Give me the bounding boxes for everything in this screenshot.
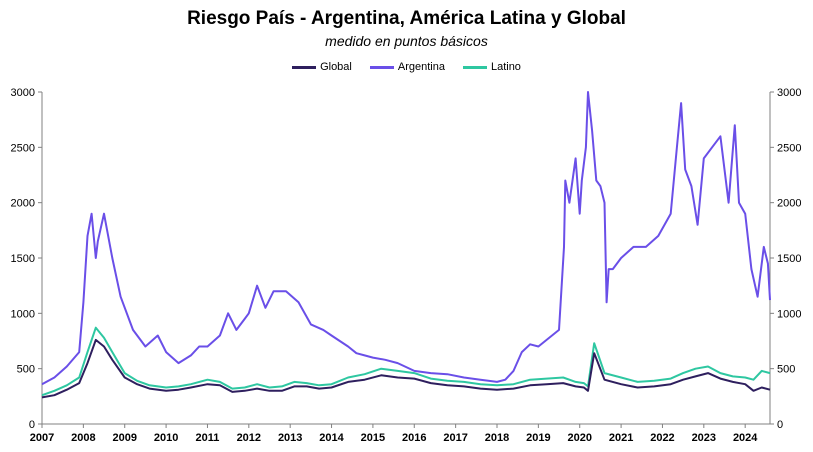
y-tick-label-left: 2000 [11, 198, 35, 210]
x-tick-label: 2017 [443, 432, 467, 444]
x-tick-label: 2014 [319, 432, 344, 444]
chart-subtitle: medido en puntos básicos [325, 33, 488, 49]
y-tick-label-left: 500 [17, 364, 35, 376]
legend-item-latino: Latino [462, 61, 521, 73]
x-tick-label: 2010 [154, 432, 178, 444]
x-tick-label: 2013 [278, 432, 302, 444]
x-tick-label: 2020 [567, 432, 591, 444]
y-tick-label-right: 500 [777, 364, 795, 376]
legend-label-latino: Latino [490, 61, 521, 73]
y-tick-label-left: 3000 [11, 87, 35, 99]
y-tick-label-left: 2500 [11, 142, 35, 154]
y-tick-label-right: 3000 [777, 87, 801, 99]
x-tick-label: 2015 [361, 432, 385, 444]
x-tick-label: 2009 [112, 432, 136, 444]
x-tick-label: 2023 [692, 432, 716, 444]
y-tick-label-left: 0 [29, 419, 35, 431]
y-tick-label-right: 0 [777, 419, 783, 431]
x-tick-label: 2018 [485, 432, 509, 444]
x-tick-label: 2008 [71, 432, 95, 444]
legend-item-argentina: Argentina [369, 61, 445, 73]
x-tick-label: 2022 [650, 432, 674, 444]
legend-swatch-latino [462, 65, 487, 69]
x-tick-label: 2007 [30, 432, 54, 444]
legend-item-global: Global [292, 61, 352, 73]
series-line-latino [41, 326, 771, 397]
chart-title: Riesgo País - Argentina, América Latina … [187, 8, 626, 29]
x-tick-label: 2024 [733, 432, 758, 444]
x-tick-label: 2019 [526, 432, 550, 444]
x-tick-label: 2016 [402, 432, 426, 444]
x-tick-label: 2012 [237, 432, 261, 444]
series-line-global [41, 338, 771, 399]
y-tick-label-right: 1000 [777, 308, 801, 320]
y-tick-label-right: 1500 [777, 253, 801, 265]
legend-swatch-argentina [369, 65, 394, 69]
x-tick-label: 2011 [196, 432, 220, 444]
x-tick-label: 2021 [609, 432, 633, 444]
y-tick-label-left: 1000 [11, 308, 35, 320]
y-tick-label-right: 2000 [777, 198, 801, 210]
series-line-argentina [41, 91, 771, 386]
legend-swatch-global [292, 65, 317, 69]
legend: Global Argentina Latino [0, 61, 813, 73]
y-tick-label-left: 1500 [11, 253, 35, 265]
legend-label-argentina: Argentina [397, 61, 445, 73]
y-tick-label-right: 2500 [777, 142, 801, 154]
legend-label-global: Global [320, 61, 352, 73]
